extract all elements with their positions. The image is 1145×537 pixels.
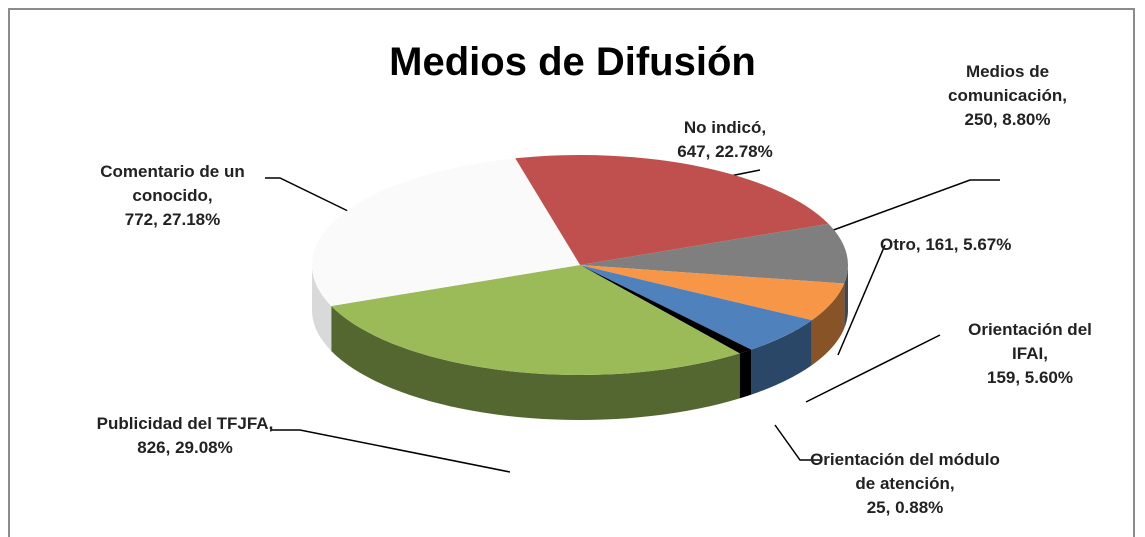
label-name: Orientación del módulo de atención, <box>810 450 1000 493</box>
data-label: Comentario de un conocido, 772, 27.18% <box>70 160 275 232</box>
chart-title: Medios de Difusión <box>389 40 756 84</box>
data-label: Medios de comunicación, 250, 8.80% <box>940 60 1075 132</box>
label-value: 826, 29.08% <box>137 438 233 457</box>
leader-line <box>837 244 886 356</box>
leader-line <box>774 424 820 461</box>
label-name: Medios de comunicación, <box>947 62 1068 105</box>
slice <box>580 265 845 321</box>
leader-line <box>270 429 511 473</box>
data-label: Orientación del módulo de atención, 25, 0… <box>810 448 1000 520</box>
label-name: Comentario de un conocido, <box>100 162 245 205</box>
chart-frame <box>8 8 1135 537</box>
slice-side <box>739 349 752 399</box>
leader-line <box>265 177 351 213</box>
pie <box>312 155 848 420</box>
label-name: Orientación del IFAI, <box>968 320 1092 363</box>
leader-line <box>827 179 1000 233</box>
leader-lines <box>265 169 1000 473</box>
label-value: 772, 27.18% <box>124 210 221 229</box>
data-label: Orientación del IFAI, 159, 5.60% <box>950 318 1110 390</box>
leader-line <box>805 334 941 403</box>
slice-side <box>811 283 845 366</box>
slice <box>515 155 829 265</box>
slice <box>580 223 848 284</box>
data-label: No indicó, 647, 22.78% <box>640 116 810 164</box>
slice <box>312 158 580 306</box>
slice-side <box>312 265 332 351</box>
label-name: Otro, <box>880 235 921 254</box>
data-label: Otro, 161, 5.67% <box>880 233 1110 257</box>
label-value: 159, 5.60% <box>986 368 1073 387</box>
label-name: Publicidad del TFJFA, <box>96 414 274 433</box>
label-value: 647, 22.78% <box>677 142 773 161</box>
slice-side <box>751 320 812 395</box>
slice <box>331 265 740 375</box>
label-value: 25, 0.88% <box>866 498 944 517</box>
slice <box>580 265 812 350</box>
data-label: Publicidad del TFJFA, 826, 29.08% <box>95 412 275 460</box>
slice-side <box>331 305 740 420</box>
label-name: No indicó, <box>683 118 767 137</box>
label-value: 250, 8.80% <box>964 110 1051 129</box>
label-value: 161, 5.67% <box>925 235 1012 254</box>
slice <box>580 265 752 354</box>
slice-side <box>844 265 848 329</box>
